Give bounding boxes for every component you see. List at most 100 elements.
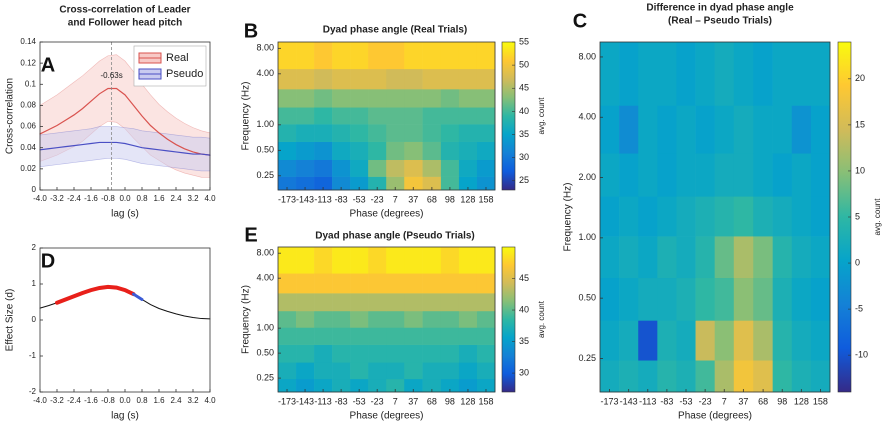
colorbar-label: avg. count	[537, 97, 546, 135]
heatmap-cell	[422, 42, 442, 70]
x-tick-label: 0.8	[136, 194, 148, 203]
x-tick-label: -0.8	[101, 194, 115, 203]
heatmap-cell	[386, 176, 405, 191]
x-tick-label: -1.6	[84, 194, 98, 203]
heatmap-cell	[296, 159, 315, 177]
heatmap-cell	[791, 153, 812, 197]
x-tick-label: -83	[335, 396, 348, 406]
heatmap-cell	[422, 107, 442, 125]
x-axis-label: Phase (degrees)	[678, 411, 752, 422]
heatmap-cell	[296, 176, 315, 191]
heatmap-cell	[314, 107, 333, 125]
y-tick-label: 4.00	[256, 273, 274, 283]
heatmap-cell	[296, 141, 315, 161]
heatmap-cell	[350, 310, 369, 328]
heatmap-cell	[676, 196, 696, 237]
x-tick-label: -2.4	[67, 194, 81, 203]
colorbar-tick-label: -5	[855, 303, 863, 313]
x-tick-label: -0.8	[101, 396, 115, 405]
x-tick-label: -173	[278, 194, 296, 204]
x-tick-label: -2.4	[67, 396, 81, 405]
x-tick-label: -53	[353, 194, 366, 204]
y-tick-label: 0.04	[20, 143, 36, 152]
heatmap-cell	[619, 277, 639, 321]
heatmap-cell	[278, 344, 297, 363]
heatmap-cell	[386, 89, 405, 108]
heatmap-cell	[810, 42, 831, 106]
heatmap-cell	[278, 141, 297, 161]
y-axis-label: Frequency (Hz)	[563, 183, 574, 252]
heatmap-cell	[772, 360, 793, 393]
heatmap-cell	[386, 310, 405, 328]
heatmap-cell	[350, 293, 369, 312]
heatmap-cell	[386, 327, 405, 345]
heatmap-cell	[404, 327, 423, 345]
heatmap-cell	[296, 89, 315, 108]
heatmap-cell	[278, 107, 297, 125]
heatmap-cell	[791, 236, 812, 279]
heatmap-cell	[638, 105, 658, 154]
heatmap-cell	[810, 320, 831, 361]
x-tick-label: 68	[758, 396, 768, 406]
y-tick-label: 0	[32, 185, 37, 194]
heatmap-cell	[314, 89, 333, 108]
heatmap-cell	[791, 277, 812, 321]
heatmap-cell	[440, 293, 460, 312]
x-tick-label: 37	[408, 194, 418, 204]
chart-title: Dyad phase angle (Real Trials)	[323, 25, 468, 36]
heatmap-cell	[404, 159, 423, 177]
heatmap-cell	[278, 293, 297, 312]
x-tick-label: 98	[445, 194, 455, 204]
heatmap-cell	[458, 68, 478, 90]
heatmap-cell	[695, 42, 715, 106]
heatmap-cell	[296, 247, 315, 274]
x-tick-label: -143	[296, 194, 314, 204]
heatmap-cell	[733, 277, 754, 321]
heatmap-cell	[296, 68, 315, 90]
x-tick-label: 37	[738, 396, 748, 406]
heatmap-cell	[368, 327, 387, 345]
panel-label: A	[41, 54, 55, 76]
heatmap-cell	[368, 141, 387, 161]
x-tick-label: 68	[427, 194, 437, 204]
heatmap-cell	[278, 378, 297, 393]
colorbar	[501, 246, 516, 393]
heatmap-cell	[314, 159, 333, 177]
heatmap-cell	[440, 141, 460, 161]
heatmap-cell	[386, 141, 405, 161]
x-tick-label: -4.0	[33, 396, 47, 405]
colorbar-tick-label: -10	[855, 350, 868, 360]
heatmap-cell	[600, 153, 620, 197]
heatmap-cell	[404, 247, 423, 274]
heatmap-cell	[386, 159, 405, 177]
y-tick-label: 1	[32, 279, 37, 288]
x-tick-label: -113	[314, 396, 331, 406]
heatmap-cell	[350, 124, 369, 142]
heatmap-cell	[476, 124, 496, 142]
x-tick-label: -23	[699, 396, 712, 406]
heatmap-cell	[368, 68, 387, 90]
heatmap-cell	[753, 236, 773, 279]
heatmap-cell	[476, 176, 496, 191]
heatmap-cell	[714, 236, 735, 279]
heatmap-cell	[440, 247, 460, 274]
heatmap-cell	[368, 42, 387, 70]
heatmap-cell	[422, 344, 442, 363]
chart-title: Dyad phase angle (Pseudo Trials)	[315, 231, 475, 242]
heatmap-cell	[440, 68, 460, 90]
heatmap-cell	[600, 320, 620, 361]
heatmap-cell	[600, 42, 620, 106]
heatmap-cell	[314, 327, 333, 345]
chart-title: and Follower head pitch	[68, 18, 182, 29]
heatmap-cell	[278, 176, 297, 191]
x-axis-label: lag (s)	[111, 209, 139, 220]
heatmap-cell	[810, 277, 831, 321]
colorbar-tick-label: 30	[519, 367, 529, 377]
heatmap-cell	[638, 277, 658, 321]
heatmap-cell	[810, 153, 831, 197]
heatmap-cell	[332, 159, 351, 177]
heatmap-cell	[314, 378, 333, 393]
y-axis-label: Effect Size (d)	[5, 289, 16, 352]
heatmap-cell	[772, 153, 793, 197]
